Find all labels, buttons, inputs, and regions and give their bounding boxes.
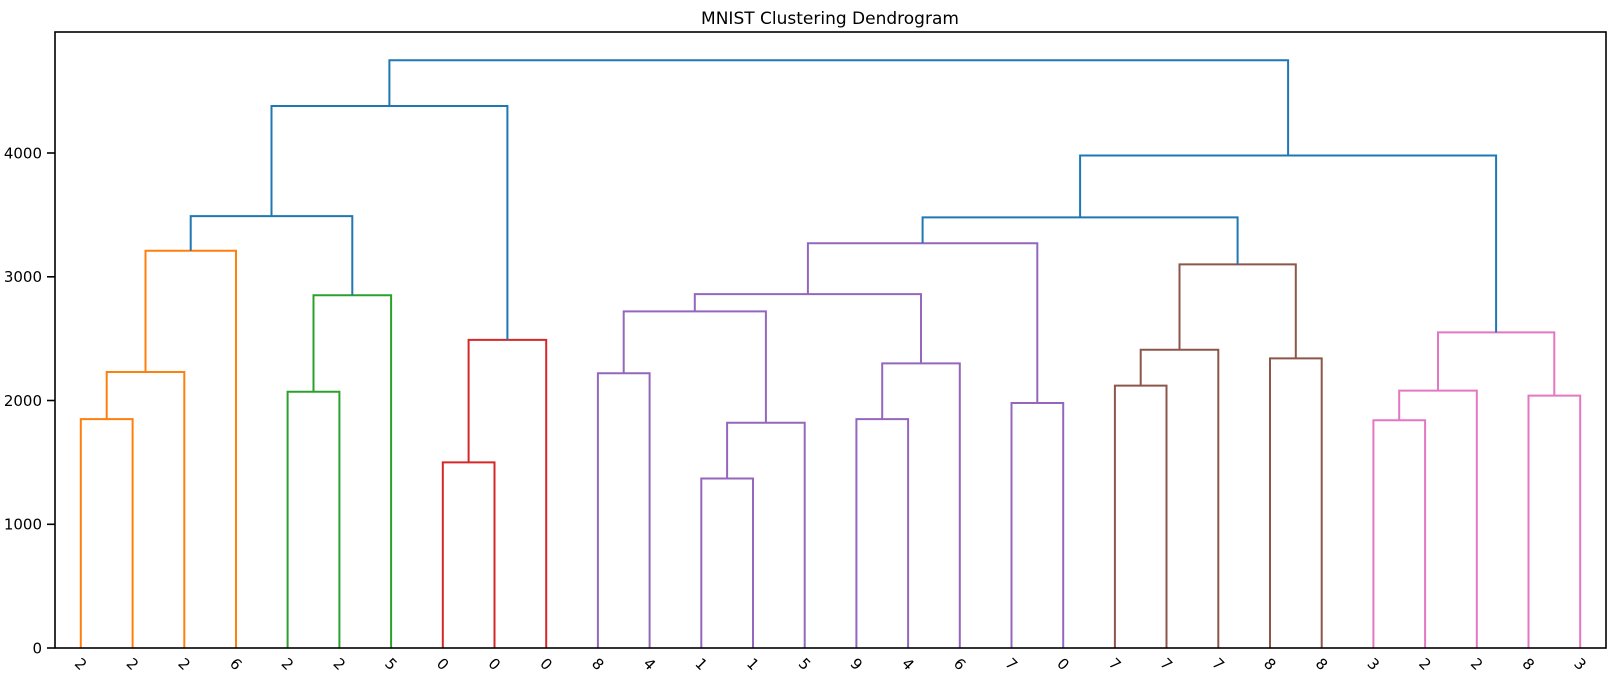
dendrogram-link (286, 390, 341, 648)
x-axis-leaf-label: 6 (950, 654, 969, 673)
dendrogram-link (806, 242, 1039, 403)
x-axis-leaf-label: 7 (1105, 654, 1124, 673)
dendrogram-link (622, 310, 767, 423)
dendrogram-link (1527, 394, 1582, 648)
x-axis-leaf-label: 2 (71, 654, 90, 673)
dendrogram-link (693, 293, 922, 364)
y-tick-label: 2000 (4, 392, 42, 410)
x-axis-leaf-label: 0 (433, 654, 452, 673)
dendrogram-link (312, 294, 393, 648)
dendrogram-link (189, 215, 354, 296)
x-axis-leaf-label: 3 (1363, 654, 1382, 673)
dendrogram-link (1372, 419, 1427, 648)
chart-title: MNIST Clustering Dendrogram (701, 9, 959, 29)
x-axis-leaf-label: 2 (1467, 654, 1486, 673)
dendrogram-link (881, 362, 961, 648)
x-axis-leaf-label: 7 (1157, 654, 1176, 673)
x-axis-leaf-label: 6 (226, 654, 245, 673)
y-tick-label: 3000 (4, 268, 42, 286)
x-axis-leaf-label: 2 (278, 654, 297, 673)
dendrogram-link (105, 371, 186, 648)
dendrogram-link (1113, 384, 1168, 648)
dendrogram-link (1079, 154, 1498, 333)
dendrogram-link (1139, 348, 1220, 648)
y-tick-label: 0 (32, 639, 42, 657)
x-axis-leaf-label: 7 (1002, 654, 1021, 673)
dendrogram-link (270, 105, 509, 340)
x-axis-leaf-label: 8 (588, 654, 607, 673)
dendrogram-link (1010, 402, 1065, 648)
x-axis-leaf-label: 2 (329, 654, 348, 673)
dendrogram-link (144, 249, 237, 648)
dendrogram-link (855, 418, 910, 648)
dendrogram-link (79, 418, 134, 648)
x-axis-leaf-label: 1 (691, 654, 710, 673)
x-axis-leaf-label: 7 (1208, 654, 1227, 673)
x-axis-leaf-label: 2 (123, 654, 142, 673)
x-axis-leaf-label: 0 (485, 654, 504, 673)
dendrogram-link (388, 59, 1290, 156)
y-tick-label: 1000 (4, 516, 42, 534)
dendrogram-link (1269, 357, 1323, 648)
dendrogram-link (467, 338, 548, 648)
x-axis-leaf-label: 2 (1415, 654, 1434, 673)
dendrogram-link (1437, 331, 1556, 396)
x-axis-leaf-label: 5 (795, 654, 814, 673)
y-tick-label: 4000 (4, 144, 42, 162)
x-axis-leaf-label: 8 (1312, 654, 1331, 673)
x-axis-leaf-label: 8 (1260, 654, 1279, 673)
dendrogram-link (1398, 389, 1478, 648)
dendrogram-link (596, 372, 651, 648)
dendrogram-link (1178, 263, 1297, 359)
plot-frame (54, 31, 1607, 649)
x-axis-leaf-label: 4 (640, 654, 659, 673)
x-axis-leaf-label: 1 (743, 654, 762, 673)
dendrogram-links (79, 59, 1582, 648)
x-axis-leaf-label: 8 (1519, 654, 1538, 673)
dendrogram-link (441, 461, 496, 648)
x-axis-leaf-label: 4 (898, 654, 917, 673)
x-axis-leaf-label: 0 (536, 654, 555, 673)
dendrogram-link (726, 421, 806, 648)
x-axis-leaf-label: 5 (381, 654, 400, 673)
x-axis-leaf-label: 3 (1570, 654, 1589, 673)
x-axis-leaf-label: 2 (174, 654, 193, 673)
x-axis-leaf-label: 0 (1053, 654, 1072, 673)
dendrogram-link (700, 477, 754, 648)
dendrogram-link (921, 216, 1239, 265)
x-axis-leaf-label: 9 (846, 654, 865, 673)
